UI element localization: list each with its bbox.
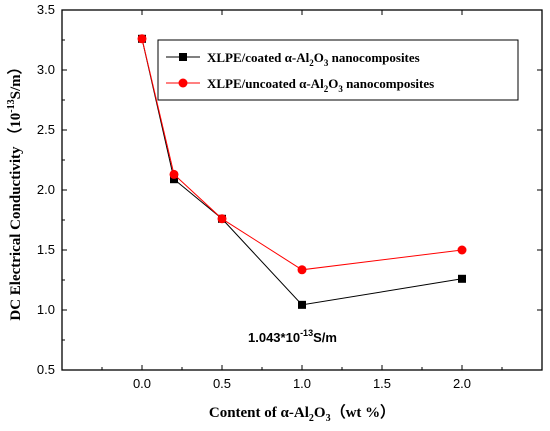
y-tick-label: 0.5 bbox=[37, 362, 55, 377]
x-axis-title-part: Content of α-Al bbox=[209, 405, 309, 421]
y-tick-label: 1.5 bbox=[37, 242, 55, 257]
x-axis-title-sub: 2 bbox=[309, 413, 314, 424]
x-tick-label: 2.0 bbox=[453, 376, 471, 391]
legend-label-coated-part: O bbox=[314, 50, 324, 65]
legend: XLPE/coated α-Al2O3 nanocomposites XLPE/… bbox=[157, 39, 519, 101]
y-tick-label: 3.5 bbox=[37, 2, 55, 17]
data-point bbox=[137, 34, 147, 44]
y-axis-title-part: S/m） bbox=[6, 59, 24, 99]
x-tick-label: 1.0 bbox=[293, 376, 311, 391]
series-1 bbox=[137, 34, 467, 275]
legend-box bbox=[157, 39, 519, 101]
data-point bbox=[169, 169, 179, 179]
x-axis-title-part: （wt %） bbox=[331, 403, 396, 421]
y-tick-label: 3.0 bbox=[37, 62, 55, 77]
x-tick-label: 0.0 bbox=[133, 376, 151, 391]
x-tick-label: 1.5 bbox=[373, 376, 391, 391]
legend-label-uncoated-part: XLPE/uncoated α-Al bbox=[207, 76, 324, 91]
data-point bbox=[170, 175, 178, 184]
x-axis-title: Content of α-Al2O3（wt %） bbox=[209, 403, 395, 424]
legend-label-uncoated-part: nanocomposites bbox=[343, 76, 434, 91]
x-axis-title-part: O bbox=[314, 405, 326, 421]
legend-label-coated-sub: 2 bbox=[309, 58, 314, 68]
annotation: 1.043*10-13S/m bbox=[248, 328, 337, 345]
legend-label-coated-sub: 3 bbox=[324, 58, 329, 68]
y-axis: 0.5 1.0 1.5 2.0 2.5 3.0 3.5 bbox=[37, 2, 542, 377]
legend-marker-coated bbox=[179, 53, 187, 61]
data-point bbox=[457, 245, 467, 255]
x-tick-label: 0.5 bbox=[213, 376, 231, 391]
annotation-part: 1.043*10 bbox=[248, 330, 300, 345]
x-axis: 0.0 0.5 1.0 1.5 2.0 bbox=[101, 10, 503, 391]
legend-marker-uncoated bbox=[178, 78, 188, 88]
legend-label-coated-part: XLPE/coated α-Al bbox=[207, 50, 310, 65]
annotation-sup: -13 bbox=[300, 328, 313, 338]
data-point bbox=[298, 300, 306, 309]
legend-label-uncoated-part: O bbox=[328, 76, 338, 91]
legend-label-coated: XLPE/coated α-Al2O3 nanocomposites bbox=[207, 50, 420, 68]
data-point bbox=[297, 265, 307, 275]
data-point bbox=[458, 274, 466, 283]
legend-label-uncoated-sub: 3 bbox=[338, 84, 343, 94]
series-layer bbox=[137, 34, 467, 309]
y-axis-title-part: DC Electrical Conductivity （10 bbox=[6, 113, 24, 321]
y-tick-label: 2.5 bbox=[37, 122, 55, 137]
y-tick-label: 2.0 bbox=[37, 182, 55, 197]
y-tick-label: 1.0 bbox=[37, 302, 55, 317]
data-point bbox=[217, 214, 227, 224]
legend-label-coated-part: nanocomposites bbox=[328, 50, 419, 65]
x-axis-title-sub: 3 bbox=[326, 413, 331, 424]
annotation-part: S/m bbox=[313, 330, 337, 345]
y-axis-title-sup: -13 bbox=[6, 99, 17, 112]
legend-label-uncoated-sub: 2 bbox=[324, 84, 329, 94]
y-axis-title: DC Electrical Conductivity （10-13S/m） bbox=[6, 59, 24, 320]
legend-label-uncoated: XLPE/uncoated α-Al2O3 nanocomposites bbox=[207, 76, 434, 94]
